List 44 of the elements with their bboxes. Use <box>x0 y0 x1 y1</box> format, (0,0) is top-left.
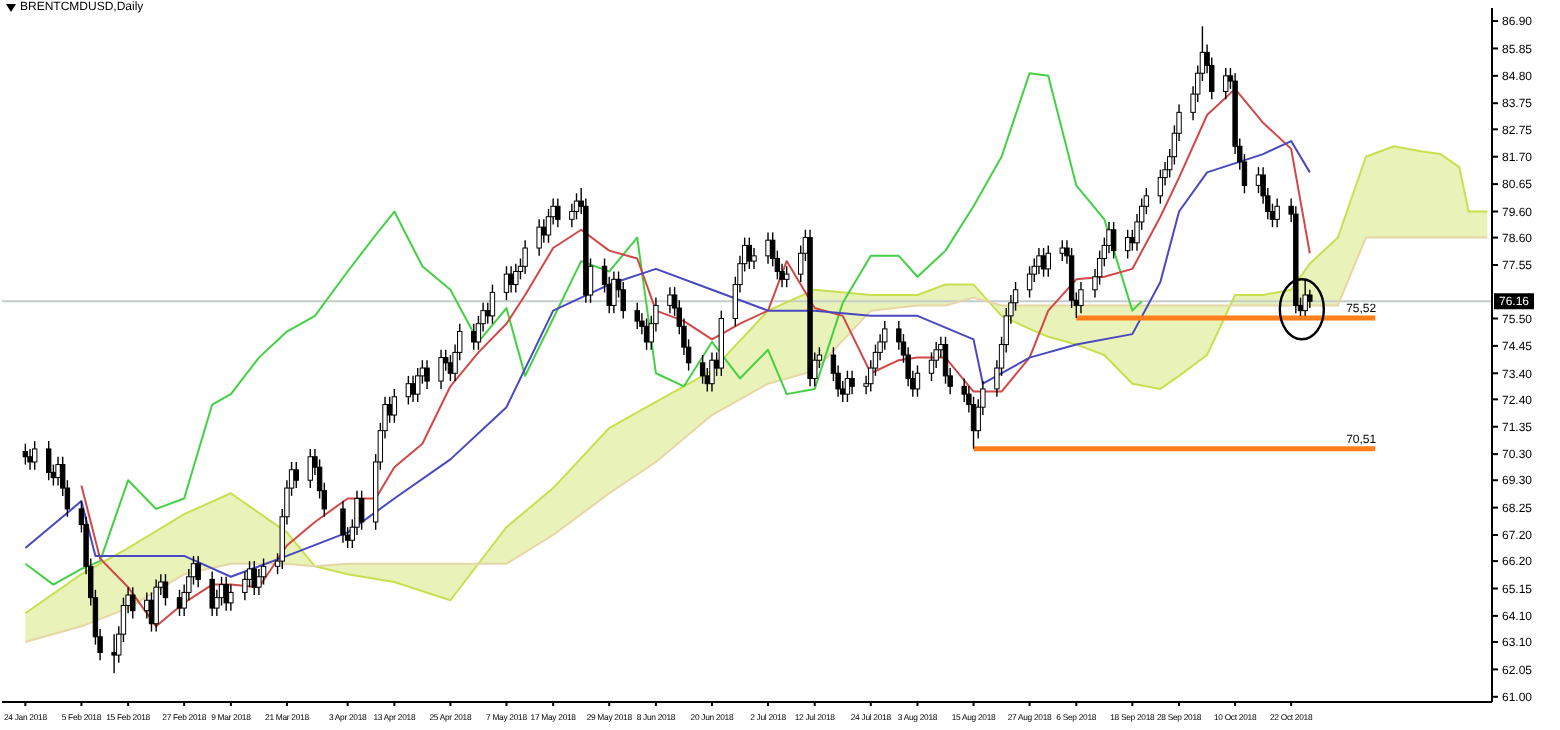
candlestick <box>1078 281 1084 314</box>
candlestick <box>410 375 416 403</box>
candlestick <box>438 349 444 390</box>
candlestick <box>358 489 365 531</box>
candlestick <box>46 440 52 481</box>
candlestick <box>209 570 215 617</box>
candlestick <box>1059 239 1065 262</box>
candlestick <box>522 239 528 275</box>
candlestick <box>555 197 561 228</box>
candlestick <box>699 354 706 385</box>
candlestick <box>1124 229 1131 260</box>
line-series <box>24 140 1311 578</box>
candlestick <box>1036 247 1042 275</box>
candlestick <box>489 283 496 325</box>
line-series <box>80 87 1311 628</box>
candlestick <box>1026 265 1033 299</box>
candlestick <box>667 286 673 314</box>
candlestick <box>765 231 771 265</box>
candlestick <box>111 633 117 674</box>
candlestick <box>1307 289 1313 309</box>
candlestick <box>391 388 398 424</box>
candlestick <box>746 236 753 270</box>
candlestick <box>153 578 159 633</box>
candlestick <box>1045 244 1051 278</box>
candlestick <box>228 583 234 612</box>
candlestick <box>784 265 790 288</box>
candlestick <box>144 591 150 620</box>
candlestick <box>634 302 640 330</box>
candlestick <box>513 262 519 294</box>
candlestick <box>27 448 33 471</box>
candlestick <box>130 586 136 620</box>
line-series <box>24 72 1143 586</box>
candlestick <box>471 322 477 351</box>
candlestick <box>536 218 542 257</box>
candlestick <box>914 364 921 398</box>
candlestick <box>709 351 715 393</box>
candlestick <box>162 573 169 607</box>
candlestick <box>508 265 514 294</box>
candlestick <box>293 461 299 489</box>
candlestick <box>1110 221 1117 260</box>
candlestick <box>849 369 855 395</box>
candlestick <box>1157 169 1164 205</box>
candlestick <box>307 448 313 489</box>
candlestick <box>32 440 38 471</box>
